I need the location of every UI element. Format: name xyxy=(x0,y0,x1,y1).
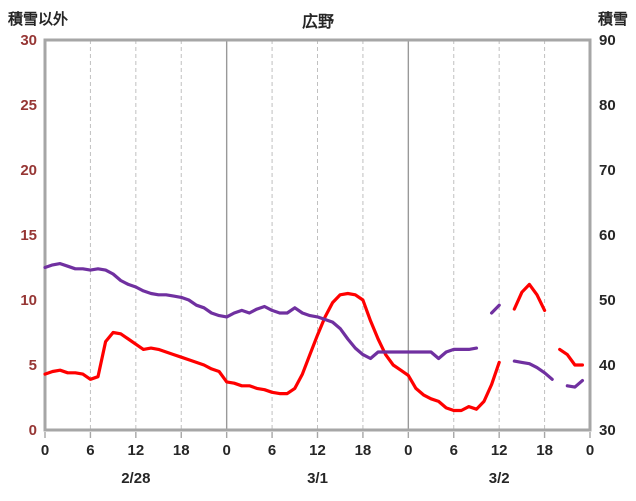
x-hour-label: 18 xyxy=(173,442,190,459)
right-axis-tick-label: 60 xyxy=(599,227,616,244)
left-axis-tick-label: 25 xyxy=(20,97,37,114)
x-hour-label: 18 xyxy=(355,442,372,459)
x-hour-label: 6 xyxy=(268,442,276,459)
x-hour-label: 0 xyxy=(222,442,230,459)
left-axis-tick-label: 30 xyxy=(20,32,37,49)
x-date-label: 3/2 xyxy=(489,470,510,487)
left-axis-tick-label: 20 xyxy=(20,162,37,179)
right-axis-tick-label: 70 xyxy=(599,162,616,179)
right-axis-title: 積雪 xyxy=(597,11,628,28)
right-axis-tick-label: 90 xyxy=(599,32,616,49)
x-hour-label: 12 xyxy=(309,442,326,459)
right-axis-tick-label: 30 xyxy=(599,422,616,439)
chart-title: 広野 xyxy=(301,14,335,31)
x-hour-label: 6 xyxy=(450,442,458,459)
right-axis-tick-label: 40 xyxy=(599,357,616,374)
series-snow-depth-line xyxy=(43,262,584,389)
left-axis-title: 積雪以外 xyxy=(8,11,69,28)
right-axis-tick-label: 80 xyxy=(599,97,616,114)
x-hour-label: 0 xyxy=(41,442,49,459)
plot-border xyxy=(43,38,592,432)
left-axis-tick-label: 5 xyxy=(29,357,37,374)
left-axis-tick-label: 15 xyxy=(20,227,37,244)
left-axis-tick-label: 10 xyxy=(20,292,37,309)
x-hour-label: 12 xyxy=(491,442,508,459)
x-hour-label: 0 xyxy=(404,442,412,459)
x-hour-label: 0 xyxy=(586,442,594,459)
x-hour-label: 6 xyxy=(86,442,94,459)
x-date-label: 2/28 xyxy=(121,470,150,487)
x-date-label: 3/1 xyxy=(307,470,328,487)
x-hour-label: 18 xyxy=(536,442,553,459)
right-axis-tick-label: 50 xyxy=(599,292,616,309)
x-hour-label: 12 xyxy=(127,442,144,459)
left-axis-tick-label: 0 xyxy=(29,422,37,439)
series-non-snow-line xyxy=(43,282,584,413)
